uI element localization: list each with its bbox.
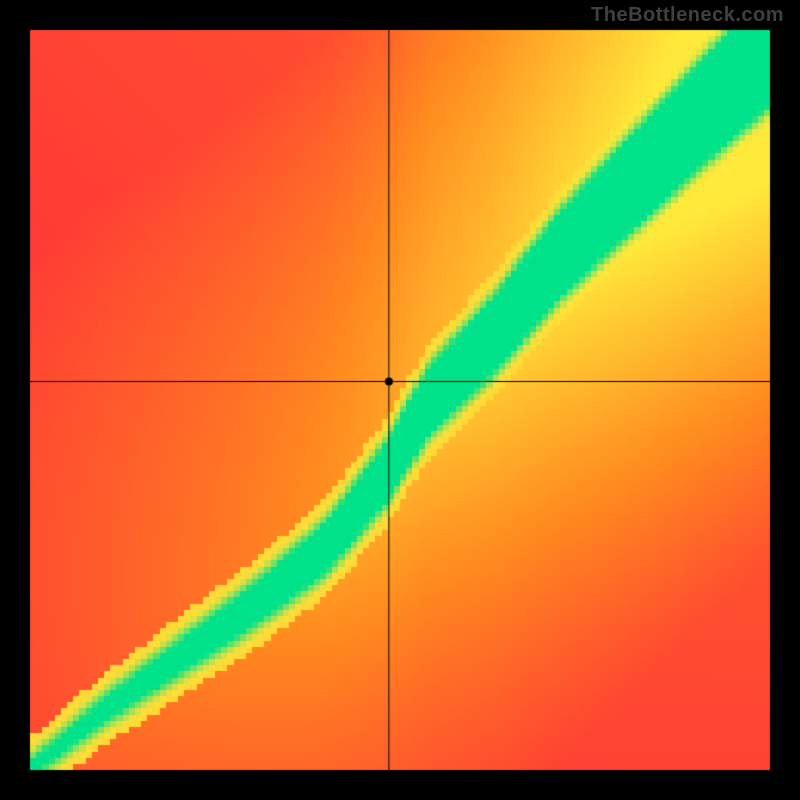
chart-container: TheBottleneck.com	[0, 0, 800, 800]
bottleneck-heatmap	[0, 0, 800, 800]
watermark-text: TheBottleneck.com	[591, 4, 784, 27]
